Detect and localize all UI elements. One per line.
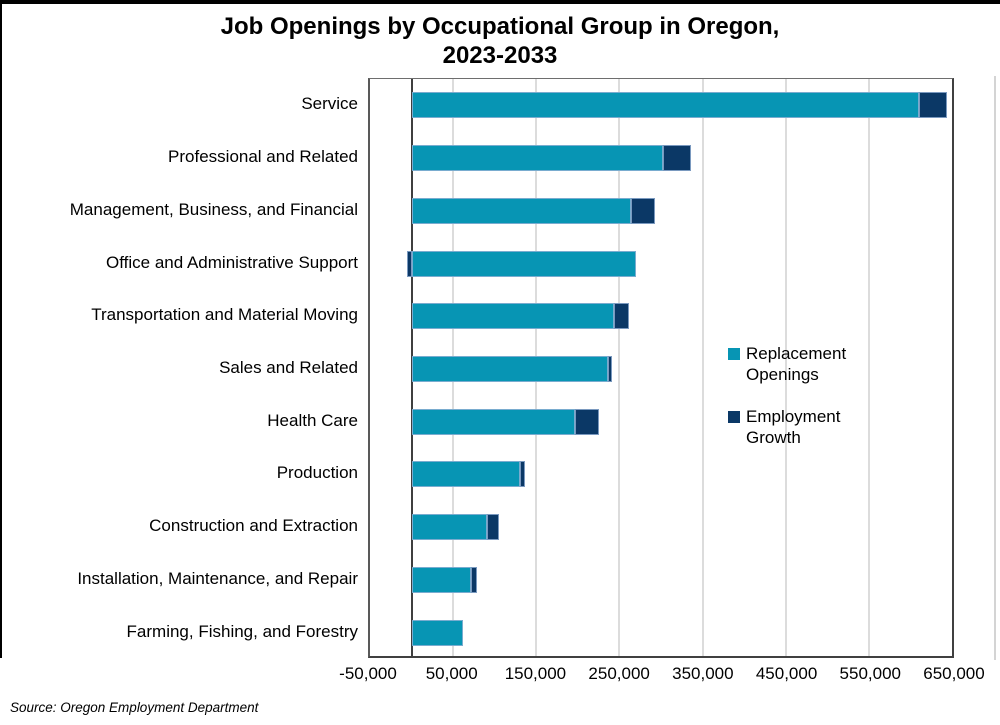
gridline-350000 [701,79,704,656]
bar-replacement-openings [411,566,471,593]
category-label: Management, Business, and Financial [69,199,358,219]
legend-item-replacement-openings: Replacement Openings [728,343,898,385]
chart-title: Job Openings by Occupational Group in Or… [0,12,1000,70]
x-tick-label: -50,000 [339,664,397,683]
bar-employment-growth [470,566,478,593]
x-tick-label: 250,000 [588,664,650,683]
bar-employment-growth [406,250,412,277]
bar-employment-growth [519,461,525,488]
bar-replacement-openings [411,356,608,382]
category-axis-labels: Service Professional and Related Managemen… [0,78,358,658]
legend-label-line: Employment [746,407,841,426]
x-tick-label: 450,000 [755,664,818,683]
category-label: Office and Administrative Support [106,252,358,272]
bar-employment-growth [663,145,691,172]
gridline-550000 [867,79,870,656]
bar-employment-growth [631,197,656,224]
category-label: Farming, Fishing, and Forestry [126,621,358,641]
bar-replacement-openings [411,514,488,541]
bar-employment-growth [607,356,612,382]
legend: Replacement Openings Employment Growth [728,343,898,469]
x-tick-label: 350,000 [672,664,734,683]
replacement-openings-swatch [728,348,740,360]
bar-replacement-openings [411,461,520,488]
category-label: Transportation and Material Moving [91,305,358,325]
legend-label-line: Growth [746,428,801,447]
bar-replacement-openings [411,92,919,119]
gridline-250000 [618,79,621,656]
legend-label-line: Replacement [746,344,847,363]
page-left-border [0,0,2,658]
bar-replacement-openings [411,145,664,172]
chart-title-line1: Job Openings by Occupational Group in Or… [220,13,780,40]
legend-item-employment-growth: Employment Growth [728,406,898,448]
category-label: Installation, Maintenance, and Repair [77,568,358,588]
x-tick-label: 550,000 [839,664,901,683]
bar-employment-growth [487,514,499,541]
category-label: Sales and Related [219,357,358,377]
value-axis-labels: -50,000 50,000 150,000 250,000 350,000 450,00… [0,664,1000,686]
page-top-border [0,0,1000,4]
gridline-450000 [784,79,787,656]
bar-replacement-openings [411,197,632,224]
legend-label-line: Openings [746,365,819,384]
bar-replacement-openings [411,303,614,330]
category-label: Health Care [267,410,358,430]
category-label: Production [276,463,358,483]
bar-replacement-openings [411,250,637,277]
bar-replacement-openings [411,408,575,435]
chart-area-right-border [994,76,996,660]
source-note: Source: Oregon Employment Department [10,700,259,715]
category-label: Construction and Extraction [149,516,358,536]
bar-employment-growth [918,92,947,119]
chart-title-line2: 2023-2033 [442,42,558,69]
bar-replacement-openings [411,619,464,646]
bar-employment-growth [574,408,599,435]
employment-growth-swatch [728,411,740,423]
x-tick-label: 150,000 [504,664,567,683]
bar-employment-growth [613,303,629,330]
category-label: Professional and Related [168,147,358,167]
x-tick-label: 650,000 [923,664,985,683]
category-label: Service [301,94,358,114]
plot-area [368,78,954,658]
x-tick-label: 50,000 [425,664,478,683]
